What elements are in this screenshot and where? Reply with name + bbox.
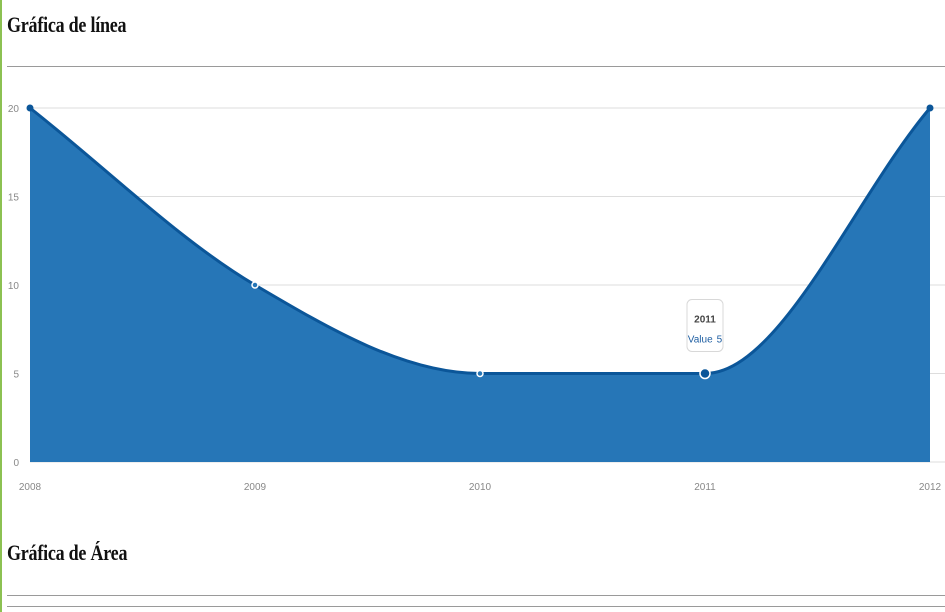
data-point[interactable]: [926, 104, 934, 112]
data-point[interactable]: [26, 104, 34, 112]
x-tick-label: 2008: [19, 482, 42, 493]
tooltip-category: 2011: [694, 315, 716, 326]
area-title-divider: [7, 595, 945, 596]
y-tick-label: 20: [8, 104, 20, 115]
tooltip-value-number: 5: [717, 335, 723, 346]
data-point[interactable]: [476, 369, 484, 378]
data-points: [26, 104, 934, 380]
bottom-divider: [7, 606, 945, 607]
tooltip-box: [686, 299, 724, 352]
tooltip-value-label: Value: [688, 335, 713, 346]
y-tick-label: 0: [13, 458, 19, 469]
line-chart-title: Gráfica de línea: [7, 12, 127, 37]
x-tick-label: 2012: [919, 482, 942, 493]
y-tick-label: 10: [8, 281, 20, 292]
y-tick-label: 15: [8, 193, 20, 204]
data-point[interactable]: [251, 281, 259, 289]
tooltip-value-line: Value 5: [688, 335, 723, 346]
y-tick-label: 5: [13, 370, 19, 381]
data-point[interactable]: [699, 367, 711, 380]
area-chart: 0 5 10 15 20 2008 2009 2010 2011 2012 2011 Value…: [8, 104, 945, 493]
x-tick-label: 2011: [694, 482, 716, 493]
y-axis-labels: 0 5 10 15 20: [8, 104, 20, 469]
hover-tooltip: 2011 Value 5: [686, 299, 724, 352]
area-chart-title: Gráfica de Área: [7, 540, 128, 565]
x-tick-label: 2010: [469, 482, 492, 493]
x-axis-labels: 2008 2009 2010 2011 2012: [19, 482, 942, 493]
title-divider: [7, 66, 945, 67]
x-tick-label: 2009: [244, 482, 267, 493]
